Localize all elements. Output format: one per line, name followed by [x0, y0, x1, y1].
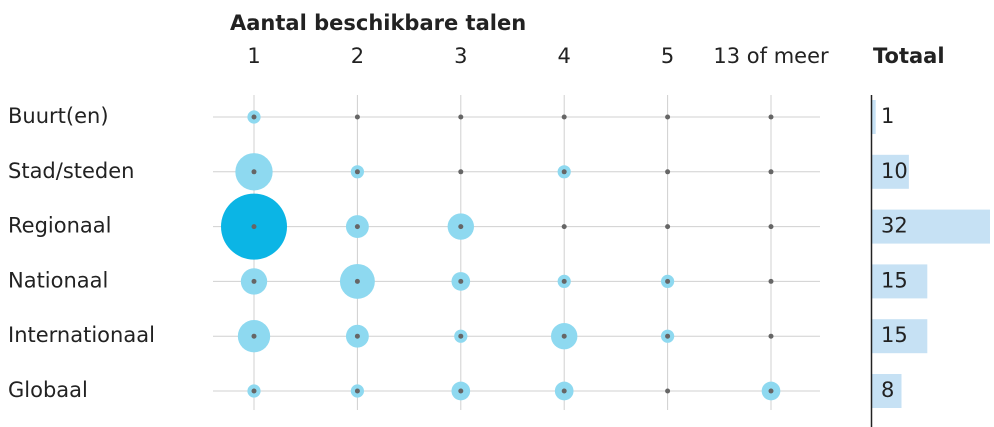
dot	[458, 333, 464, 339]
column-label: 13 of meer	[713, 44, 829, 68]
dot	[768, 278, 774, 284]
dot	[251, 388, 257, 394]
dot	[354, 333, 360, 339]
total-label: 10	[881, 159, 908, 183]
column-label: 2	[351, 44, 364, 68]
chart-title: Aantal beschikbare talen	[230, 11, 526, 35]
total-label: 15	[881, 268, 908, 292]
dot	[768, 388, 774, 394]
dot	[768, 114, 774, 120]
dot	[561, 224, 567, 230]
row-label: Nationaal	[8, 268, 108, 292]
column-label: 3	[454, 44, 467, 68]
totals-header: Totaal	[873, 44, 945, 68]
total-bar	[872, 319, 928, 354]
dot	[251, 169, 257, 175]
dot	[561, 388, 567, 394]
dot	[458, 278, 464, 284]
dot	[251, 114, 257, 120]
total-label: 8	[881, 378, 894, 402]
dot	[665, 278, 671, 284]
column-label: 4	[558, 44, 571, 68]
total-bar	[872, 154, 909, 189]
dot	[354, 388, 360, 394]
dot	[768, 224, 774, 230]
column-label: 5	[661, 44, 674, 68]
dot	[561, 169, 567, 175]
dot	[354, 169, 360, 175]
total-bar	[872, 264, 928, 299]
dot	[354, 114, 360, 120]
dot	[665, 224, 671, 230]
total-bar	[872, 374, 902, 408]
row-label: Internationaal	[8, 323, 155, 347]
dot	[458, 169, 464, 175]
dot	[251, 333, 257, 339]
dot	[251, 224, 257, 230]
dot	[458, 388, 464, 394]
dot	[251, 278, 257, 284]
column-label: 1	[247, 44, 260, 68]
row-label: Globaal	[8, 378, 88, 402]
dot	[561, 114, 567, 120]
dot	[665, 388, 671, 394]
dot	[665, 333, 671, 339]
dot	[354, 224, 360, 230]
dot	[561, 278, 567, 284]
dot	[458, 114, 464, 120]
dot	[665, 169, 671, 175]
dot	[354, 278, 360, 284]
row-label: Buurt(en)	[8, 104, 109, 128]
dot	[458, 224, 464, 230]
dot	[665, 114, 671, 120]
total-bar	[872, 100, 876, 134]
total-label: 15	[881, 323, 908, 347]
dot	[768, 333, 774, 339]
row-label: Stad/steden	[8, 159, 135, 183]
total-label: 32	[881, 214, 908, 238]
dot	[768, 169, 774, 175]
row-label: Regionaal	[8, 214, 111, 238]
total-bar	[872, 209, 990, 244]
total-label: 1	[881, 104, 894, 128]
dot	[561, 333, 567, 339]
